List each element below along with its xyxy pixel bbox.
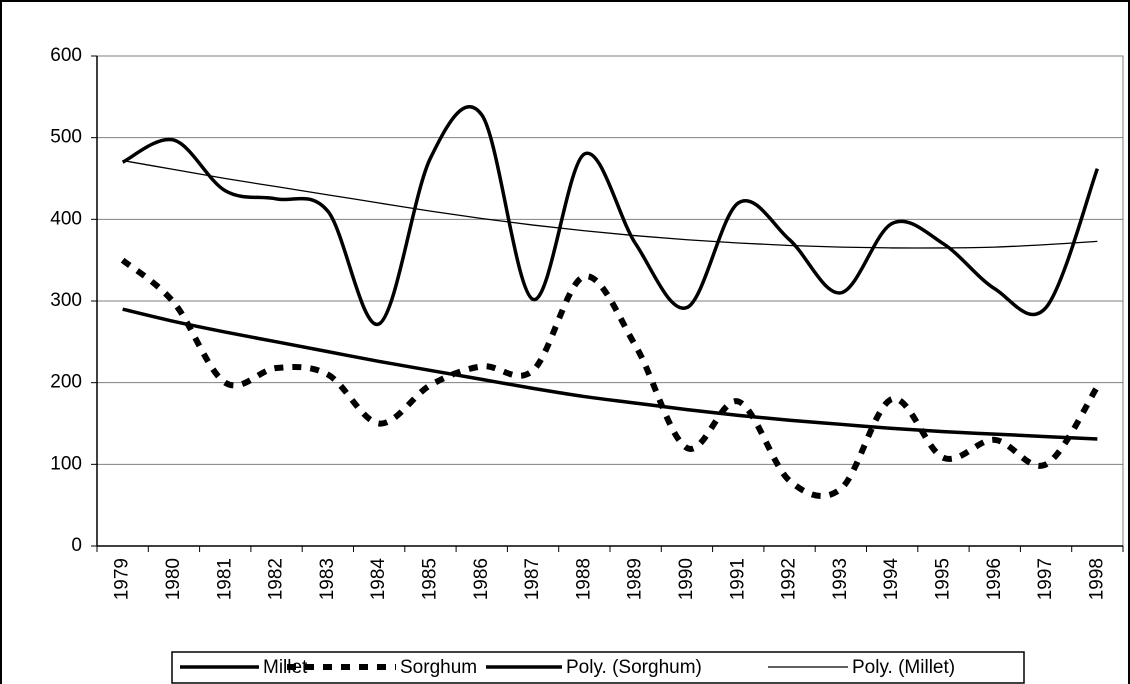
y-tick-label: 600 (50, 45, 82, 66)
series-line (122, 307, 1098, 441)
x-tick-label: 1995 (932, 558, 953, 600)
series-line (120, 257, 1100, 500)
x-tick-label: 1979 (112, 558, 133, 600)
y-tick-label: 500 (50, 127, 82, 148)
x-tick-label: 1985 (419, 558, 440, 600)
y-tick-label: 300 (50, 290, 82, 311)
x-tick-label: 1982 (266, 558, 287, 600)
x-tick-label: 1990 (676, 558, 697, 600)
x-tick-label: 1991 (727, 558, 748, 600)
x-tick-label: 1980 (163, 558, 184, 600)
x-tick-label: 1998 (1086, 558, 1107, 600)
x-tick-label: 1989 (625, 558, 646, 600)
y-tick-label: 0 (71, 535, 82, 556)
legend-label: Sorghum (400, 657, 477, 678)
x-tick-label: 1987 (522, 558, 543, 600)
x-tick-label: 1988 (573, 558, 594, 600)
legend-label: Millet (263, 657, 308, 678)
legend: Millet Sorghum Poly. (Sorghum) Poly. (Mille… (171, 651, 1025, 684)
series-line (122, 159, 1098, 249)
x-tick-label: 1992 (779, 558, 800, 600)
y-tick-label: 400 (50, 208, 82, 229)
x-tick-label: 1993 (830, 558, 851, 600)
x-tick-label: 1996 (984, 558, 1005, 600)
legend-label: Poly. (Millet) (852, 657, 955, 678)
x-tick-label: 1997 (1035, 558, 1056, 600)
y-tick-label: 100 (50, 453, 82, 474)
x-tick-label: 1986 (471, 558, 492, 600)
x-tick-label: 1994 (881, 558, 902, 601)
x-tick-label: 1984 (368, 558, 389, 601)
y-tick-label: 200 (50, 372, 82, 393)
x-tick-label: 1983 (317, 558, 338, 600)
x-tick-label: 1981 (214, 558, 235, 600)
series-line (121, 105, 1099, 326)
legend-label: Poly. (Sorghum) (566, 657, 702, 678)
